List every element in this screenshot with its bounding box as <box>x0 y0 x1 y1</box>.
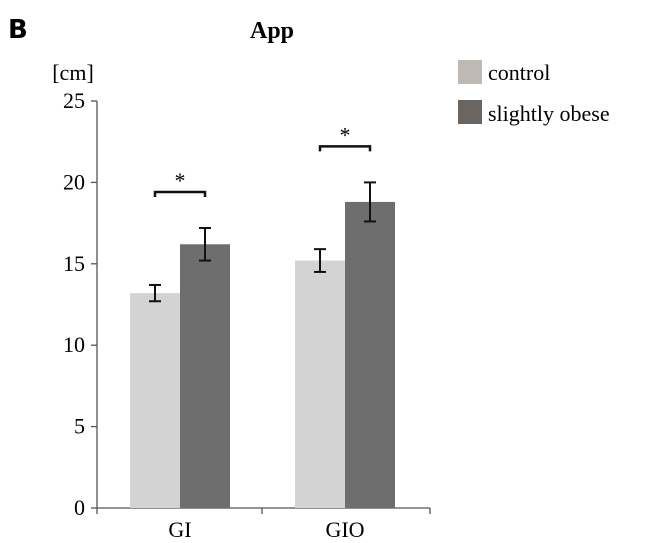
bar <box>130 293 180 508</box>
x-tick-label: GIO <box>325 517 364 542</box>
significance-bracket <box>318 145 372 152</box>
y-tick-label: 10 <box>63 332 85 357</box>
significance-group: ** <box>153 122 372 197</box>
bar <box>180 244 230 508</box>
y-tick-label: 5 <box>74 414 85 439</box>
y-tick-label: 0 <box>74 495 85 520</box>
legend-label-control: control <box>488 60 550 85</box>
y-axis-label: [cm] <box>52 60 94 85</box>
bar <box>295 260 345 508</box>
legend: control slightly obese <box>458 60 610 126</box>
y-tick-label: 25 <box>63 88 85 113</box>
panel-label: B <box>8 15 28 45</box>
legend-swatch-control <box>458 60 482 84</box>
significance-marker: * <box>340 122 351 147</box>
legend-swatch-slightly-obese <box>458 100 482 124</box>
x-tick-label: GI <box>168 517 191 542</box>
y-tick-label: 15 <box>63 251 85 276</box>
significance-bracket <box>153 190 207 197</box>
error-bars-group <box>149 181 376 303</box>
bar <box>345 201 395 508</box>
y-tick-label: 20 <box>63 169 85 194</box>
chart-title: App <box>250 18 294 44</box>
bars-group <box>130 201 395 508</box>
significance-marker: * <box>175 168 186 193</box>
legend-label-slightly-obese: slightly obese <box>488 101 610 126</box>
tick-labels: 0 5 10 15 20 25 GI GIO <box>63 88 365 542</box>
